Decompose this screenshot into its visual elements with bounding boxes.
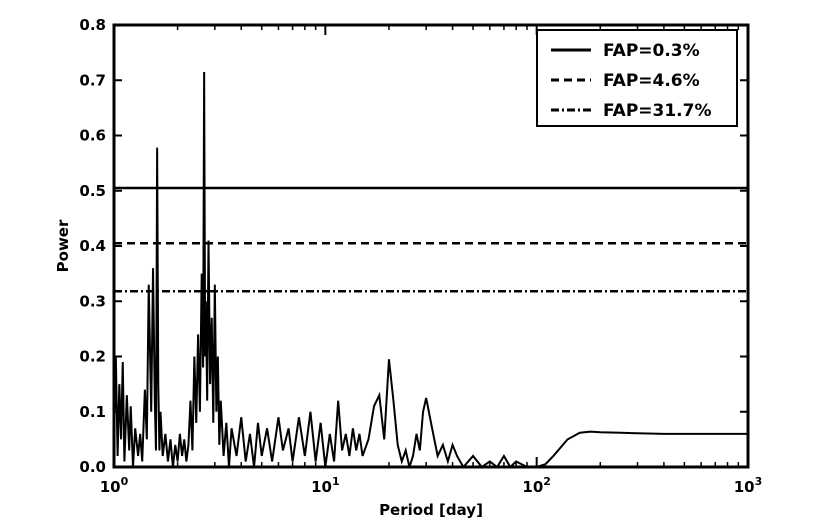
y-tick-label-7: 0.7 (79, 71, 106, 89)
y-tick-label-8: 0.8 (79, 16, 106, 34)
x-tick-label-2: 102 (522, 475, 551, 496)
legend: FAP=0.3% FAP=4.6% FAP=31.7% (536, 29, 738, 127)
x-tick-label-0: 100 (100, 475, 129, 496)
x-axis-label: Period [day] (379, 501, 483, 519)
x-axis-ticks: 100 101 102 103 (100, 25, 763, 496)
y-tick-label-6: 0.6 (79, 127, 106, 145)
x-tick-label-1: 101 (311, 475, 340, 496)
y-tick-label-0: 0.0 (79, 458, 106, 476)
power-series-line (114, 71, 748, 467)
y-tick-label-4: 0.4 (79, 237, 106, 255)
y-tick-label-2: 0.2 (79, 348, 106, 366)
y-tick-label-5: 0.5 (79, 182, 106, 200)
y-tick-label-1: 0.1 (79, 403, 106, 421)
x-tick-label-3: 103 (734, 475, 763, 496)
y-axis-label: Power (54, 219, 72, 272)
legend-label-fap-0.3: FAP=0.3% (603, 41, 700, 61)
y-axis-ticks: 0.0 0.1 0.2 0.3 0.4 0.5 0.6 0.7 0.8 (79, 16, 748, 476)
legend-label-fap-4.6: FAP=4.6% (603, 71, 700, 91)
legend-label-fap-31.7: FAP=31.7% (603, 101, 712, 121)
y-tick-label-3: 0.3 (79, 292, 106, 310)
threshold-lines (114, 186, 748, 293)
